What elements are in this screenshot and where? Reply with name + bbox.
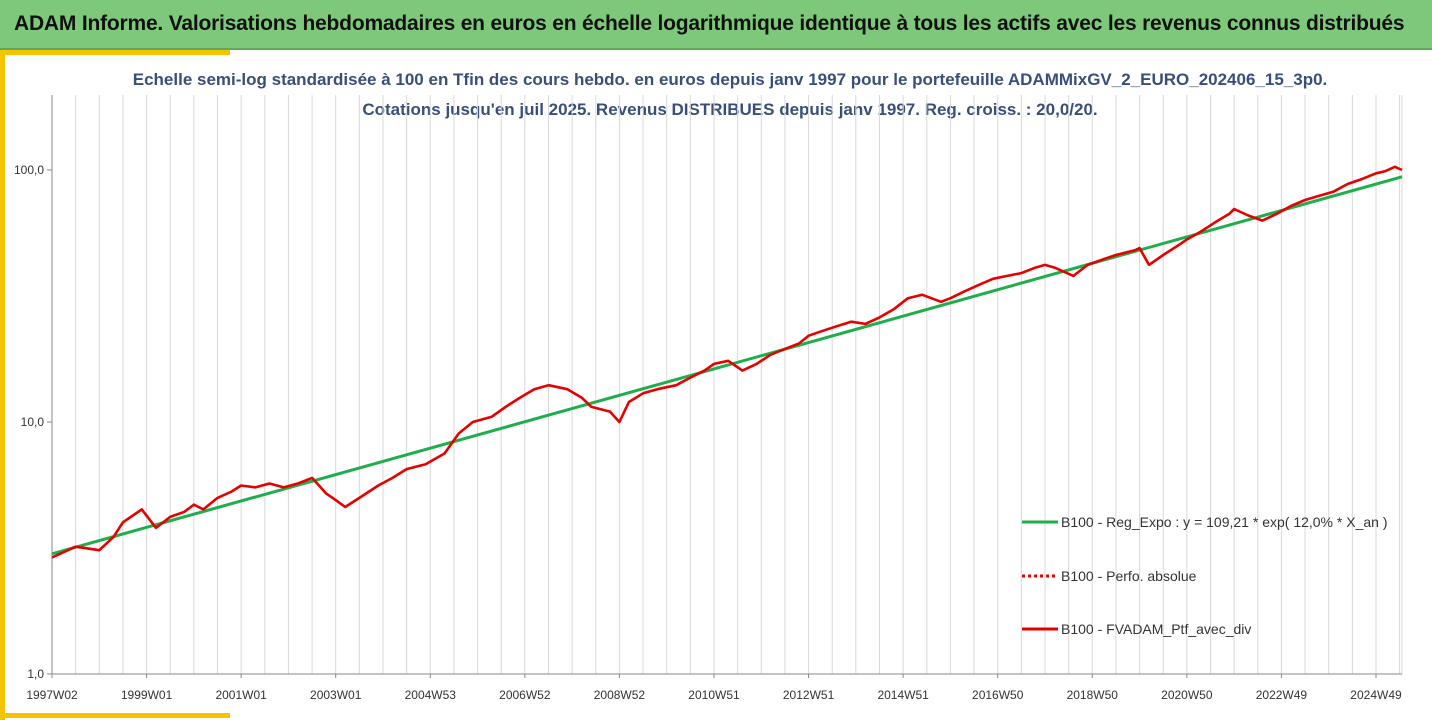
x-tick-label: 1999W01 — [121, 688, 173, 702]
x-tick-label: 2018W50 — [1067, 688, 1119, 702]
chart-subtitle: Cotations jusqu'en juil 2025. Revenus DI… — [362, 100, 1098, 119]
accent-bar-top — [0, 50, 230, 55]
y-tick-label: 1,0 — [27, 667, 44, 681]
report-title: ADAM Informe. Valorisations hebdomadaire… — [14, 12, 1405, 35]
x-tick-label: 2012W51 — [783, 688, 835, 702]
y-tick-label: 100,0 — [14, 163, 44, 177]
x-tick-label: 2024W49 — [1350, 688, 1402, 702]
legend: B100 - Reg_Expo : y = 109,21 * exp( 12,0… — [1022, 514, 1387, 637]
y-tick-label: 10,0 — [21, 415, 45, 429]
x-tick-label: 2004W53 — [405, 688, 457, 702]
axes: 1,0 10,0 100,0 1997W02 1999W01 2001W01 2003W01… — [14, 95, 1402, 702]
x-tick-label: 2014W51 — [877, 688, 929, 702]
x-tick-label: 1997W02 — [26, 688, 78, 702]
x-tick-label: 2008W52 — [594, 688, 646, 702]
x-tick-label: 2020W50 — [1161, 688, 1213, 702]
series-portfolio-line — [51, 165, 1403, 559]
chart-title: Echelle semi-log standardisée à 100 en T… — [132, 70, 1328, 89]
x-tick-label: 2010W51 — [688, 688, 740, 702]
x-tick-label: 2006W52 — [499, 688, 551, 702]
x-tick-label: 2022W49 — [1256, 688, 1308, 702]
series-layer — [51, 165, 1403, 559]
x-tick-label: 2001W01 — [215, 688, 267, 702]
legend-label: B100 - FVADAM_Ptf_avec_div — [1061, 621, 1251, 637]
title-banner: ADAM Informe. Valorisations hebdomadaire… — [0, 0, 1432, 50]
series-regression-line — [51, 175, 1403, 556]
legend-label: B100 - Perfo. absolue — [1061, 568, 1197, 584]
accent-bar-left — [0, 50, 5, 720]
x-tick-label: 2003W01 — [310, 688, 362, 702]
accent-bar-bottom — [0, 713, 230, 718]
grid-lines — [51, 95, 1403, 674]
legend-label: B100 - Reg_Expo : y = 109,21 * exp( 12,0… — [1061, 514, 1387, 530]
x-tick-label: 2016W50 — [972, 688, 1024, 702]
